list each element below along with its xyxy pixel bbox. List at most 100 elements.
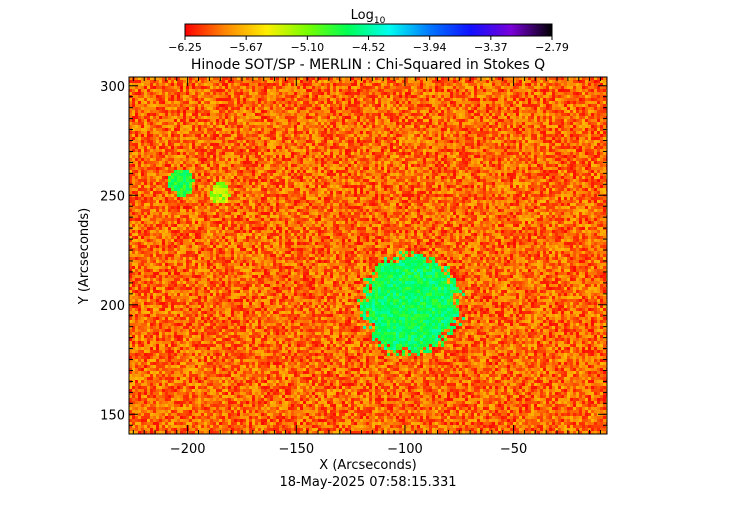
heatmap-cell xyxy=(132,98,135,101)
heatmap-cell xyxy=(246,134,249,137)
heatmap-cell xyxy=(312,122,315,125)
heatmap-cell xyxy=(177,80,180,83)
heatmap-cell xyxy=(312,116,315,119)
heatmap-cell xyxy=(180,140,183,143)
heatmap-cell xyxy=(381,119,384,122)
heatmap-cell xyxy=(453,104,456,107)
heatmap-cell xyxy=(486,101,489,104)
heatmap-cell xyxy=(477,113,480,116)
heatmap-cell xyxy=(135,155,138,158)
heatmap-cell xyxy=(531,89,534,92)
heatmap-cell xyxy=(192,167,195,170)
heatmap-cell xyxy=(303,119,306,122)
heatmap-cell xyxy=(507,149,510,152)
heatmap-cell xyxy=(375,101,378,104)
heatmap-cell xyxy=(204,149,207,152)
heatmap-cell xyxy=(375,80,378,83)
heatmap-cell xyxy=(399,128,402,131)
heatmap-cell xyxy=(291,158,294,161)
heatmap-cell xyxy=(174,92,177,95)
heatmap-cell xyxy=(555,149,558,152)
heatmap-cell xyxy=(258,83,261,86)
heatmap-cell xyxy=(456,137,459,140)
heatmap-cell xyxy=(291,77,294,80)
heatmap-cell xyxy=(216,125,219,128)
heatmap-cell xyxy=(402,128,405,131)
heatmap-cell xyxy=(591,137,594,140)
heatmap-cell xyxy=(495,95,498,98)
heatmap-cell xyxy=(210,101,213,104)
heatmap-cell xyxy=(276,152,279,155)
heatmap-cell xyxy=(411,86,414,89)
heatmap-cell xyxy=(459,110,462,113)
heatmap-cell xyxy=(402,104,405,107)
heatmap-cell xyxy=(207,164,210,167)
heatmap-cell xyxy=(603,143,606,146)
heatmap-cell xyxy=(525,167,528,170)
heatmap-cell xyxy=(312,134,315,137)
heatmap-cell xyxy=(579,140,582,143)
heatmap-cell xyxy=(249,155,252,158)
heatmap-cell xyxy=(291,146,294,149)
heatmap-cell xyxy=(492,131,495,134)
heatmap-cell xyxy=(450,95,453,98)
heatmap-cell xyxy=(201,104,204,107)
heatmap-cell xyxy=(399,149,402,152)
heatmap-cell xyxy=(465,92,468,95)
heatmap-cell xyxy=(237,143,240,146)
heatmap-cell xyxy=(501,140,504,143)
heatmap-cell xyxy=(312,146,315,149)
heatmap-cell xyxy=(153,77,156,80)
heatmap-cell xyxy=(567,95,570,98)
heatmap-cell xyxy=(225,101,228,104)
heatmap-cell xyxy=(165,170,168,173)
heatmap-cell xyxy=(528,167,531,170)
heatmap-cell xyxy=(513,152,516,155)
heatmap-cell xyxy=(387,134,390,137)
heatmap-cell xyxy=(531,95,534,98)
heatmap-cell xyxy=(228,89,231,92)
heatmap-cell xyxy=(171,149,174,152)
heatmap-cell xyxy=(603,113,606,116)
heatmap-cell xyxy=(258,116,261,119)
heatmap-cell xyxy=(414,86,417,89)
heatmap-cell xyxy=(324,161,327,164)
heatmap-cell xyxy=(456,158,459,161)
heatmap-cell xyxy=(474,80,477,83)
heatmap-cell xyxy=(285,77,288,80)
heatmap-cell xyxy=(222,113,225,116)
heatmap-cell xyxy=(270,155,273,158)
heatmap-cell xyxy=(273,137,276,140)
heatmap-cell xyxy=(378,107,381,110)
heatmap-cell xyxy=(132,164,135,167)
heatmap-cell xyxy=(132,140,135,143)
heatmap-cell xyxy=(600,83,603,86)
heatmap-cell xyxy=(429,110,432,113)
heatmap-cell xyxy=(294,152,297,155)
heatmap-cell xyxy=(264,134,267,137)
heatmap-cell xyxy=(531,104,534,107)
heatmap-cell xyxy=(231,149,234,152)
heatmap-cell xyxy=(393,104,396,107)
heatmap-cell xyxy=(216,95,219,98)
heatmap-cell xyxy=(372,146,375,149)
heatmap-cell xyxy=(135,113,138,116)
heatmap-cell xyxy=(468,155,471,158)
heatmap-cell xyxy=(234,113,237,116)
heatmap-cell xyxy=(516,101,519,104)
heatmap-cell xyxy=(252,110,255,113)
heatmap-cell xyxy=(216,137,219,140)
heatmap-cell xyxy=(573,140,576,143)
heatmap-cell xyxy=(564,101,567,104)
heatmap-cell xyxy=(468,125,471,128)
heatmap-cell xyxy=(315,143,318,146)
heatmap-cell xyxy=(543,164,546,167)
heatmap-cell xyxy=(576,89,579,92)
heatmap-cell xyxy=(426,125,429,128)
heatmap-cell xyxy=(135,119,138,122)
heatmap-cell xyxy=(204,77,207,80)
heatmap-cell xyxy=(276,89,279,92)
heatmap-cell xyxy=(447,92,450,95)
heatmap-cell xyxy=(381,161,384,164)
heatmap-cell xyxy=(414,80,417,83)
